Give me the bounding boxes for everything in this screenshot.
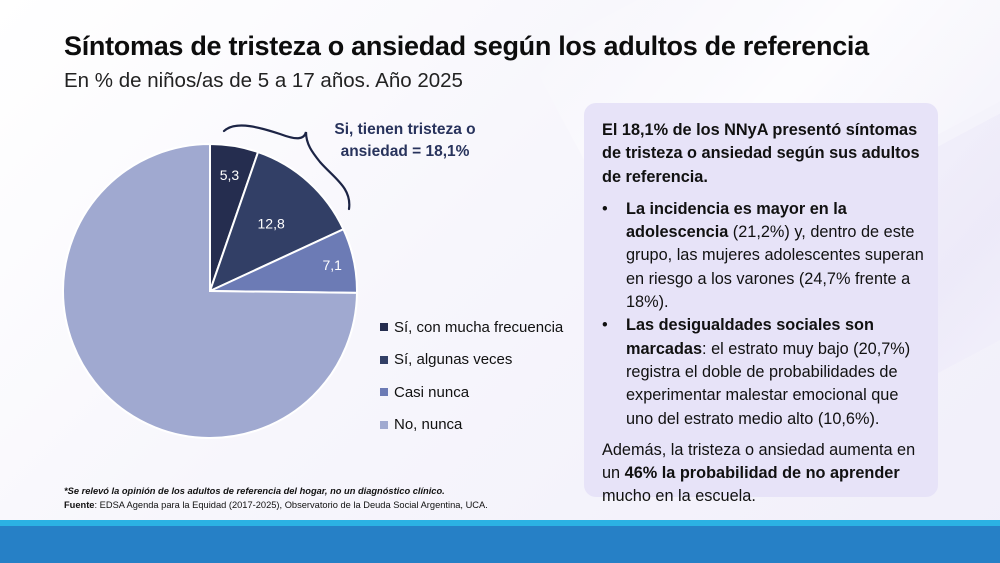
legend-item: Sí, con mucha frecuencia bbox=[380, 311, 563, 344]
page-title: Síntomas de tristeza o ansiedad según lo… bbox=[64, 31, 869, 61]
source-note: Fuente: EDSA Agenda para la Equidad (201… bbox=[64, 500, 488, 510]
footer-accent-stripe bbox=[0, 520, 1000, 526]
closing-text: Además, la tristeza o ansiedad aumenta e… bbox=[602, 440, 916, 483]
panel-bullet-item: • La incidencia es mayor en la adolescenc… bbox=[602, 198, 924, 314]
bullet-bold-text: Las desigualdades sociales son marcadas bbox=[626, 316, 874, 358]
closing-text-end: mucho en la escuela. bbox=[602, 487, 756, 506]
panel-closing: Además, la tristeza o ansiedad aumenta e… bbox=[602, 439, 924, 509]
panel-bullet-item: • Las desigualdades sociales son marcadas… bbox=[602, 314, 924, 430]
bullet-icon: • bbox=[602, 316, 608, 335]
legend-swatch-icon bbox=[380, 388, 388, 397]
source-label: Fuente bbox=[64, 500, 95, 510]
bullet-text: : el estrato muy bajo (20,7%) registra e… bbox=[626, 339, 911, 428]
pie-data-labels: 5,3 12,8 7,1 bbox=[220, 167, 342, 273]
legend-swatch-icon bbox=[380, 323, 388, 332]
source-text: : EDSA Agenda para la Equidad (2017-2025… bbox=[94, 500, 488, 510]
chart-annotation: Si, tienen tristeza o ansiedad = 18,1% bbox=[320, 119, 490, 163]
bullet-text: (21,2%) y, dentro de este grupo, las muj… bbox=[626, 223, 924, 312]
closing-bold-text: 46% la probabilidad de no aprender bbox=[624, 464, 900, 483]
bullet-icon: • bbox=[602, 199, 608, 218]
page-subtitle: En % de niños/as de 5 a 17 años. Año 202… bbox=[64, 69, 463, 92]
legend-item: Sí, algunas veces bbox=[380, 344, 563, 377]
curly-brace-annotation bbox=[222, 124, 351, 211]
legend-swatch-icon bbox=[380, 355, 388, 364]
bullet-bold-text: La incidencia es mayor en la adolescenci… bbox=[626, 199, 847, 242]
pie-slice-sí-algunas-veces bbox=[208, 150, 345, 293]
legend-item: No, nunca bbox=[380, 409, 563, 442]
pie-slice-no-nunca bbox=[62, 142, 359, 439]
legend-label: No, nunca bbox=[394, 416, 463, 434]
pie-data-label: 7,1 bbox=[322, 257, 342, 273]
pie-data-label: 5,3 bbox=[220, 167, 240, 183]
footer-bar bbox=[0, 526, 1000, 563]
pie-data-label: 12,8 bbox=[258, 215, 285, 231]
legend-swatch-icon bbox=[380, 420, 388, 429]
panel-bullet-list: • La incidencia es mayor en la adolescenc… bbox=[602, 198, 924, 431]
legend-item: Casi nunca bbox=[380, 376, 563, 409]
legend-label: Casi nunca bbox=[394, 383, 470, 401]
pie-slices bbox=[62, 142, 359, 439]
legend-label: Sí, algunas veces bbox=[394, 351, 513, 369]
panel-lead: El 18,1% de los NNyA presentó síntomas d… bbox=[602, 121, 920, 186]
summary-panel: El 18,1% de los NNyA presentó síntomas d… bbox=[584, 103, 938, 505]
annotation-line-2: ansiedad = 18,1% bbox=[340, 143, 470, 160]
annotation-line-1: Si, tienen tristeza o bbox=[334, 121, 476, 138]
chart-legend: Sí, con mucha frecuencia Sí, algunas vece… bbox=[380, 311, 563, 441]
footnote: *Se relevó la opinión de los adultos de … bbox=[64, 486, 445, 496]
legend-label: Sí, con mucha frecuencia bbox=[394, 318, 564, 336]
